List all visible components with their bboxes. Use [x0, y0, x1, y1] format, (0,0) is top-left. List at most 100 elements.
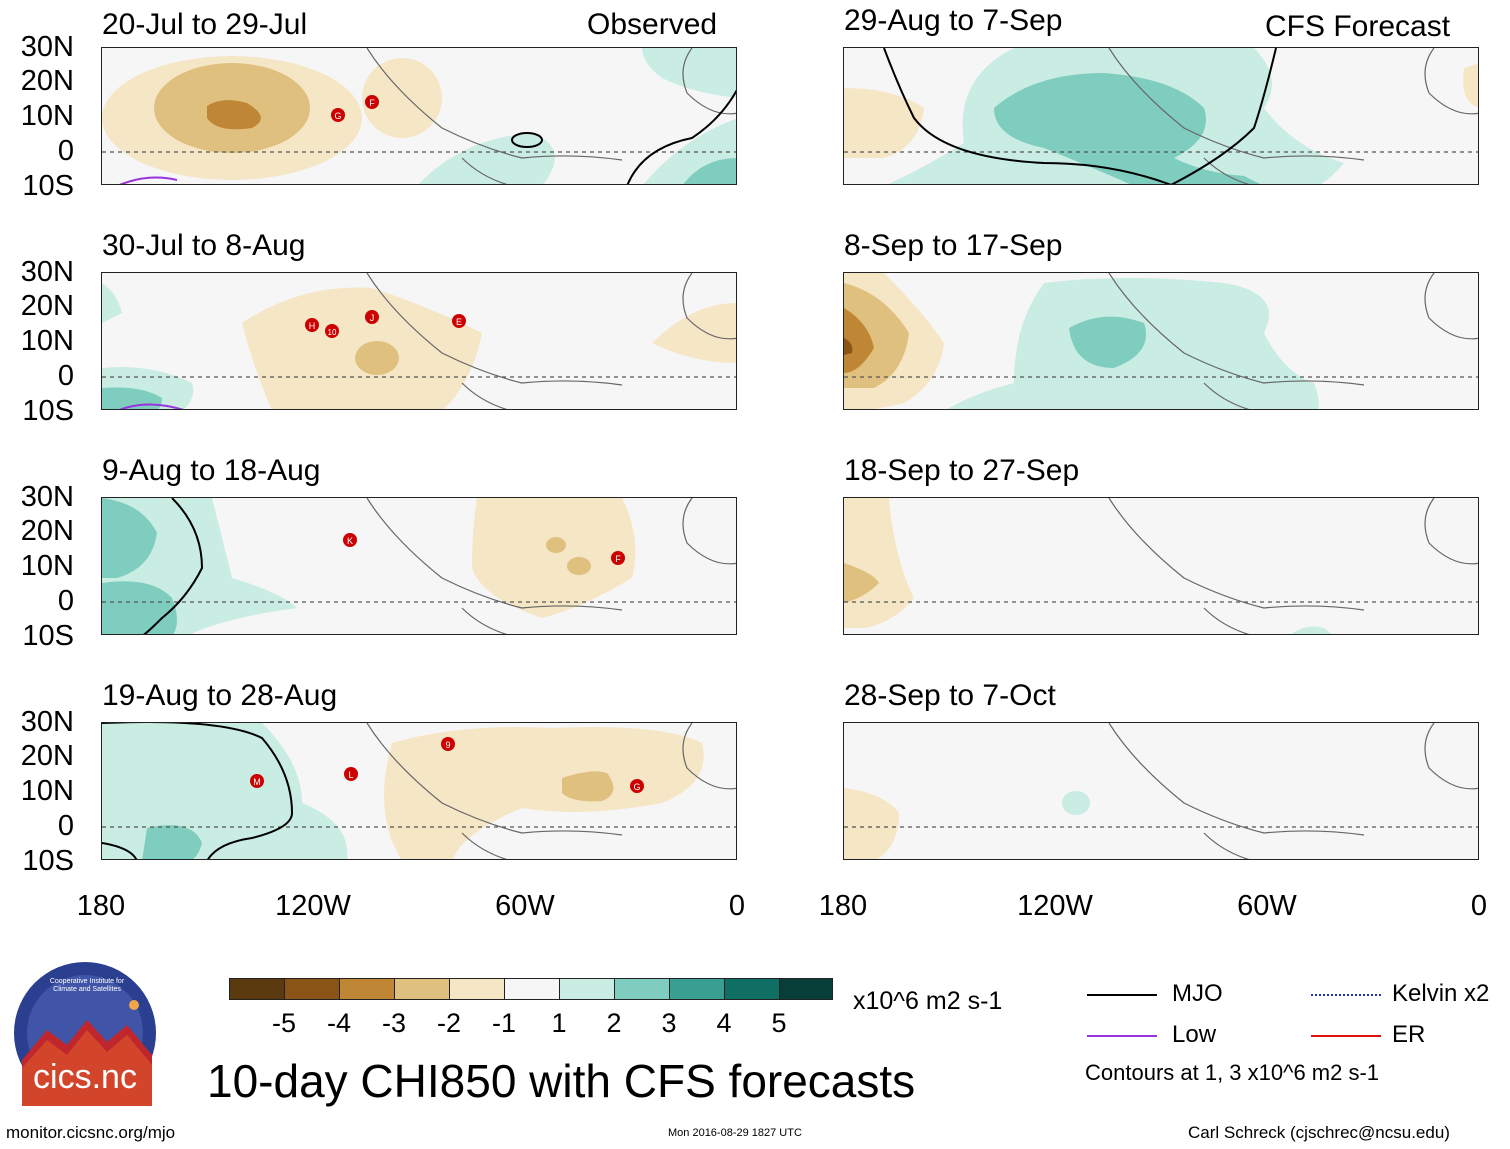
coastline [1108, 498, 1365, 634]
anomaly-neg4 [844, 338, 853, 355]
colorbar-bin-10 [724, 978, 780, 1000]
map-svg: H 10 J E [102, 273, 736, 409]
colorbar-bin-9 [669, 978, 725, 1000]
storm-marker [343, 533, 357, 547]
legend-kelvin-label: Kelvin x2 [1392, 980, 1490, 1007]
colorbar-bin-8 [614, 978, 670, 1000]
anomaly-neg1 [1463, 63, 1478, 108]
mjo-contour [511, 132, 543, 148]
colorbar-unit: x10^6 m2 s-1 [853, 987, 1003, 1015]
lat-tick: 10S [22, 395, 74, 427]
panel-4-title: 19-Aug to 28-Aug [102, 679, 338, 712]
anomaly-neg1 [472, 498, 636, 618]
storm-label: J [370, 313, 375, 323]
panel-1-title: 20-Jul to 29-Jul [102, 8, 308, 41]
storm-marker [441, 737, 455, 751]
colorbar-tick: 4 [716, 1008, 732, 1038]
panel-6-title: 8-Sep to 17-Sep [844, 229, 1063, 262]
colorbar-tick: 1 [551, 1008, 567, 1038]
coastline [682, 723, 736, 790]
storm-marker [611, 551, 625, 565]
cics-logo: Cooperative Institute for Climate and Sa… [12, 960, 158, 1106]
source-url[interactable]: monitor.cicsnc.org/mjo [6, 1123, 176, 1142]
anomaly-neg1 [384, 727, 704, 859]
colorbar-bin-4 [394, 978, 450, 1000]
map-panel-8 [843, 722, 1479, 860]
storm-marker [365, 95, 379, 109]
observed-label: Observed [587, 8, 718, 41]
colorbar-tick: -3 [381, 1008, 407, 1038]
anomaly-pos2 [994, 73, 1260, 184]
storm-marker [344, 767, 358, 781]
lat-tick: 30N [20, 256, 74, 288]
mjo-contour [626, 89, 736, 184]
coastline [366, 48, 623, 184]
map-svg: M L 9 G [102, 723, 736, 859]
map-panel-3: K F [101, 497, 737, 635]
map-svg: G F [102, 48, 736, 184]
storm-label: F [615, 554, 621, 564]
storm-marker [630, 779, 644, 793]
coastline [1424, 723, 1478, 790]
anomaly-neg2 [546, 537, 566, 553]
lat-tick: 10S [22, 170, 74, 202]
legend-mjo-label: MJO [1172, 980, 1223, 1007]
contours-note: Contours at 1, 3 x10^6 m2 s-1 [1085, 1060, 1380, 1085]
storm-label: M [253, 777, 261, 787]
anomaly-neg1 [652, 303, 736, 363]
logo-text: cics.nc [33, 1058, 137, 1096]
lon-tick: 120W [275, 890, 351, 922]
author-credit: Carl Schreck (cjschrec@ncsu.edu) [1188, 1123, 1450, 1142]
anomaly-neg1 [844, 498, 914, 628]
map-svg: K F [102, 498, 736, 634]
storm-label: K [347, 536, 353, 546]
logo-ring-text: Cooperative Institute for Climate and Sa… [49, 978, 125, 993]
lat-tick: 20N [20, 515, 74, 547]
lat-tick: 0 [57, 360, 74, 392]
anomaly-neg1 [844, 88, 924, 158]
anomaly-neg1 [362, 58, 442, 138]
low-contour [119, 403, 184, 409]
lat-tick: 0 [57, 585, 74, 617]
coastline [682, 48, 736, 115]
map-panel-2: H 10 J E [101, 272, 737, 410]
anomaly-pos1 [418, 133, 555, 184]
lon-tick: 120W [1017, 890, 1093, 922]
lon-tick: 60W [1237, 890, 1297, 922]
anomaly-pos1 [1291, 626, 1332, 634]
legend-er-line [1311, 1035, 1381, 1037]
colorbar-tick: 5 [771, 1008, 787, 1038]
storm-label: 9 [445, 740, 450, 750]
mjo-contour [1170, 48, 1277, 184]
anomaly-neg2 [355, 341, 399, 375]
lat-tick: 10S [22, 845, 74, 877]
legend-low-line [1087, 1035, 1157, 1037]
storm-label: L [348, 770, 353, 780]
storm-marker [365, 310, 379, 324]
panel-3-title: 9-Aug to 18-Aug [102, 454, 321, 487]
map-panel-7 [843, 497, 1479, 635]
storm-label: H [309, 321, 316, 331]
anomaly-neg3 [207, 100, 261, 130]
timestamp: Mon 2016-08-29 1827 UTC [668, 1127, 802, 1139]
mjo-contour [102, 723, 294, 859]
colorbar-tick: -5 [271, 1008, 297, 1038]
anomaly-neg2 [562, 771, 614, 802]
anomaly-neg2 [567, 557, 591, 575]
mjo-contour [102, 842, 138, 859]
storm-marker [452, 314, 466, 328]
coastline [1424, 273, 1478, 340]
colorbar-bin-3 [339, 978, 395, 1000]
coastline [1108, 273, 1365, 409]
anomaly-pos2 [1069, 316, 1146, 368]
lon-tick: 0 [728, 890, 746, 922]
anomaly-neg1 [844, 788, 899, 859]
map-panel-5 [843, 47, 1479, 185]
coastline [366, 273, 623, 409]
lon-tick: 180 [76, 890, 126, 922]
map-svg [844, 273, 1478, 409]
mjo-contour [143, 498, 204, 634]
panel-7-title: 18-Sep to 27-Sep [844, 454, 1080, 487]
figure-title: 10-day CHI850 with CFS forecasts [207, 1055, 916, 1107]
panel-2-title: 30-Jul to 8-Aug [102, 229, 306, 262]
